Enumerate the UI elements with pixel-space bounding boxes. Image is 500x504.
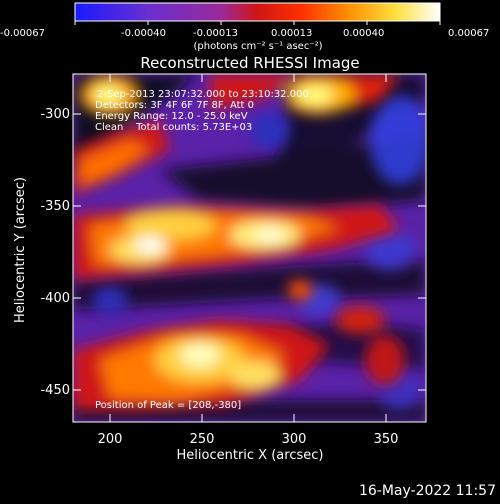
x-tick-label: 200: [98, 432, 123, 447]
colorbar-tick-label: -0.00067: [0, 28, 45, 39]
x-tick-label: 300: [282, 432, 307, 447]
colorbar-tick-label: 0.00040: [343, 28, 384, 39]
info-detectors: Detectors: 3F 4F 6F 7F 8F, Att 0: [95, 100, 254, 111]
plot-frame: [72, 73, 427, 423]
y-tick-label: -350: [40, 199, 70, 214]
y-tick-label: -400: [40, 291, 70, 306]
footer-timestamp: 16-May-2022 11:57: [359, 483, 496, 499]
info-peak: Position of Peak = [208,-380]: [95, 400, 241, 411]
colorbar-tick-label: 0.00013: [271, 28, 312, 39]
chart-title: Reconstructed RHESSI Image: [140, 54, 359, 72]
colorbar: [74, 2, 441, 22]
y-tick-label: -300: [40, 107, 70, 122]
colorbar-tick-label: -0.00040: [121, 28, 166, 39]
x-axis-ticks: [109, 74, 387, 422]
info-time-range: 2-Sep-2013 23:07:32.000 to 23:10:32.000: [97, 89, 309, 100]
info-energy: Energy Range: 12.0 - 25.0 keV: [95, 111, 248, 122]
colorbar-units: (photons cm⁻² s⁻¹ asec⁻²): [193, 41, 322, 52]
x-tick-label: 250: [190, 432, 215, 447]
y-axis-label: Heliocentric Y (arcsec): [13, 177, 28, 323]
y-tick-label: -450: [40, 383, 70, 398]
heatmap-image: [73, 74, 426, 422]
y-axis-ticks: [73, 113, 426, 391]
colorbar-tick-label: -0.00013: [193, 28, 238, 39]
colorbar-tick-label: 0.00067: [448, 28, 489, 39]
x-tick-label: 350: [374, 432, 399, 447]
info-method: Clean Total counts: 5.73E+03: [95, 122, 252, 133]
x-axis-label: Heliocentric X (arcsec): [177, 448, 324, 463]
colorbar-ticks: [74, 21, 441, 25]
